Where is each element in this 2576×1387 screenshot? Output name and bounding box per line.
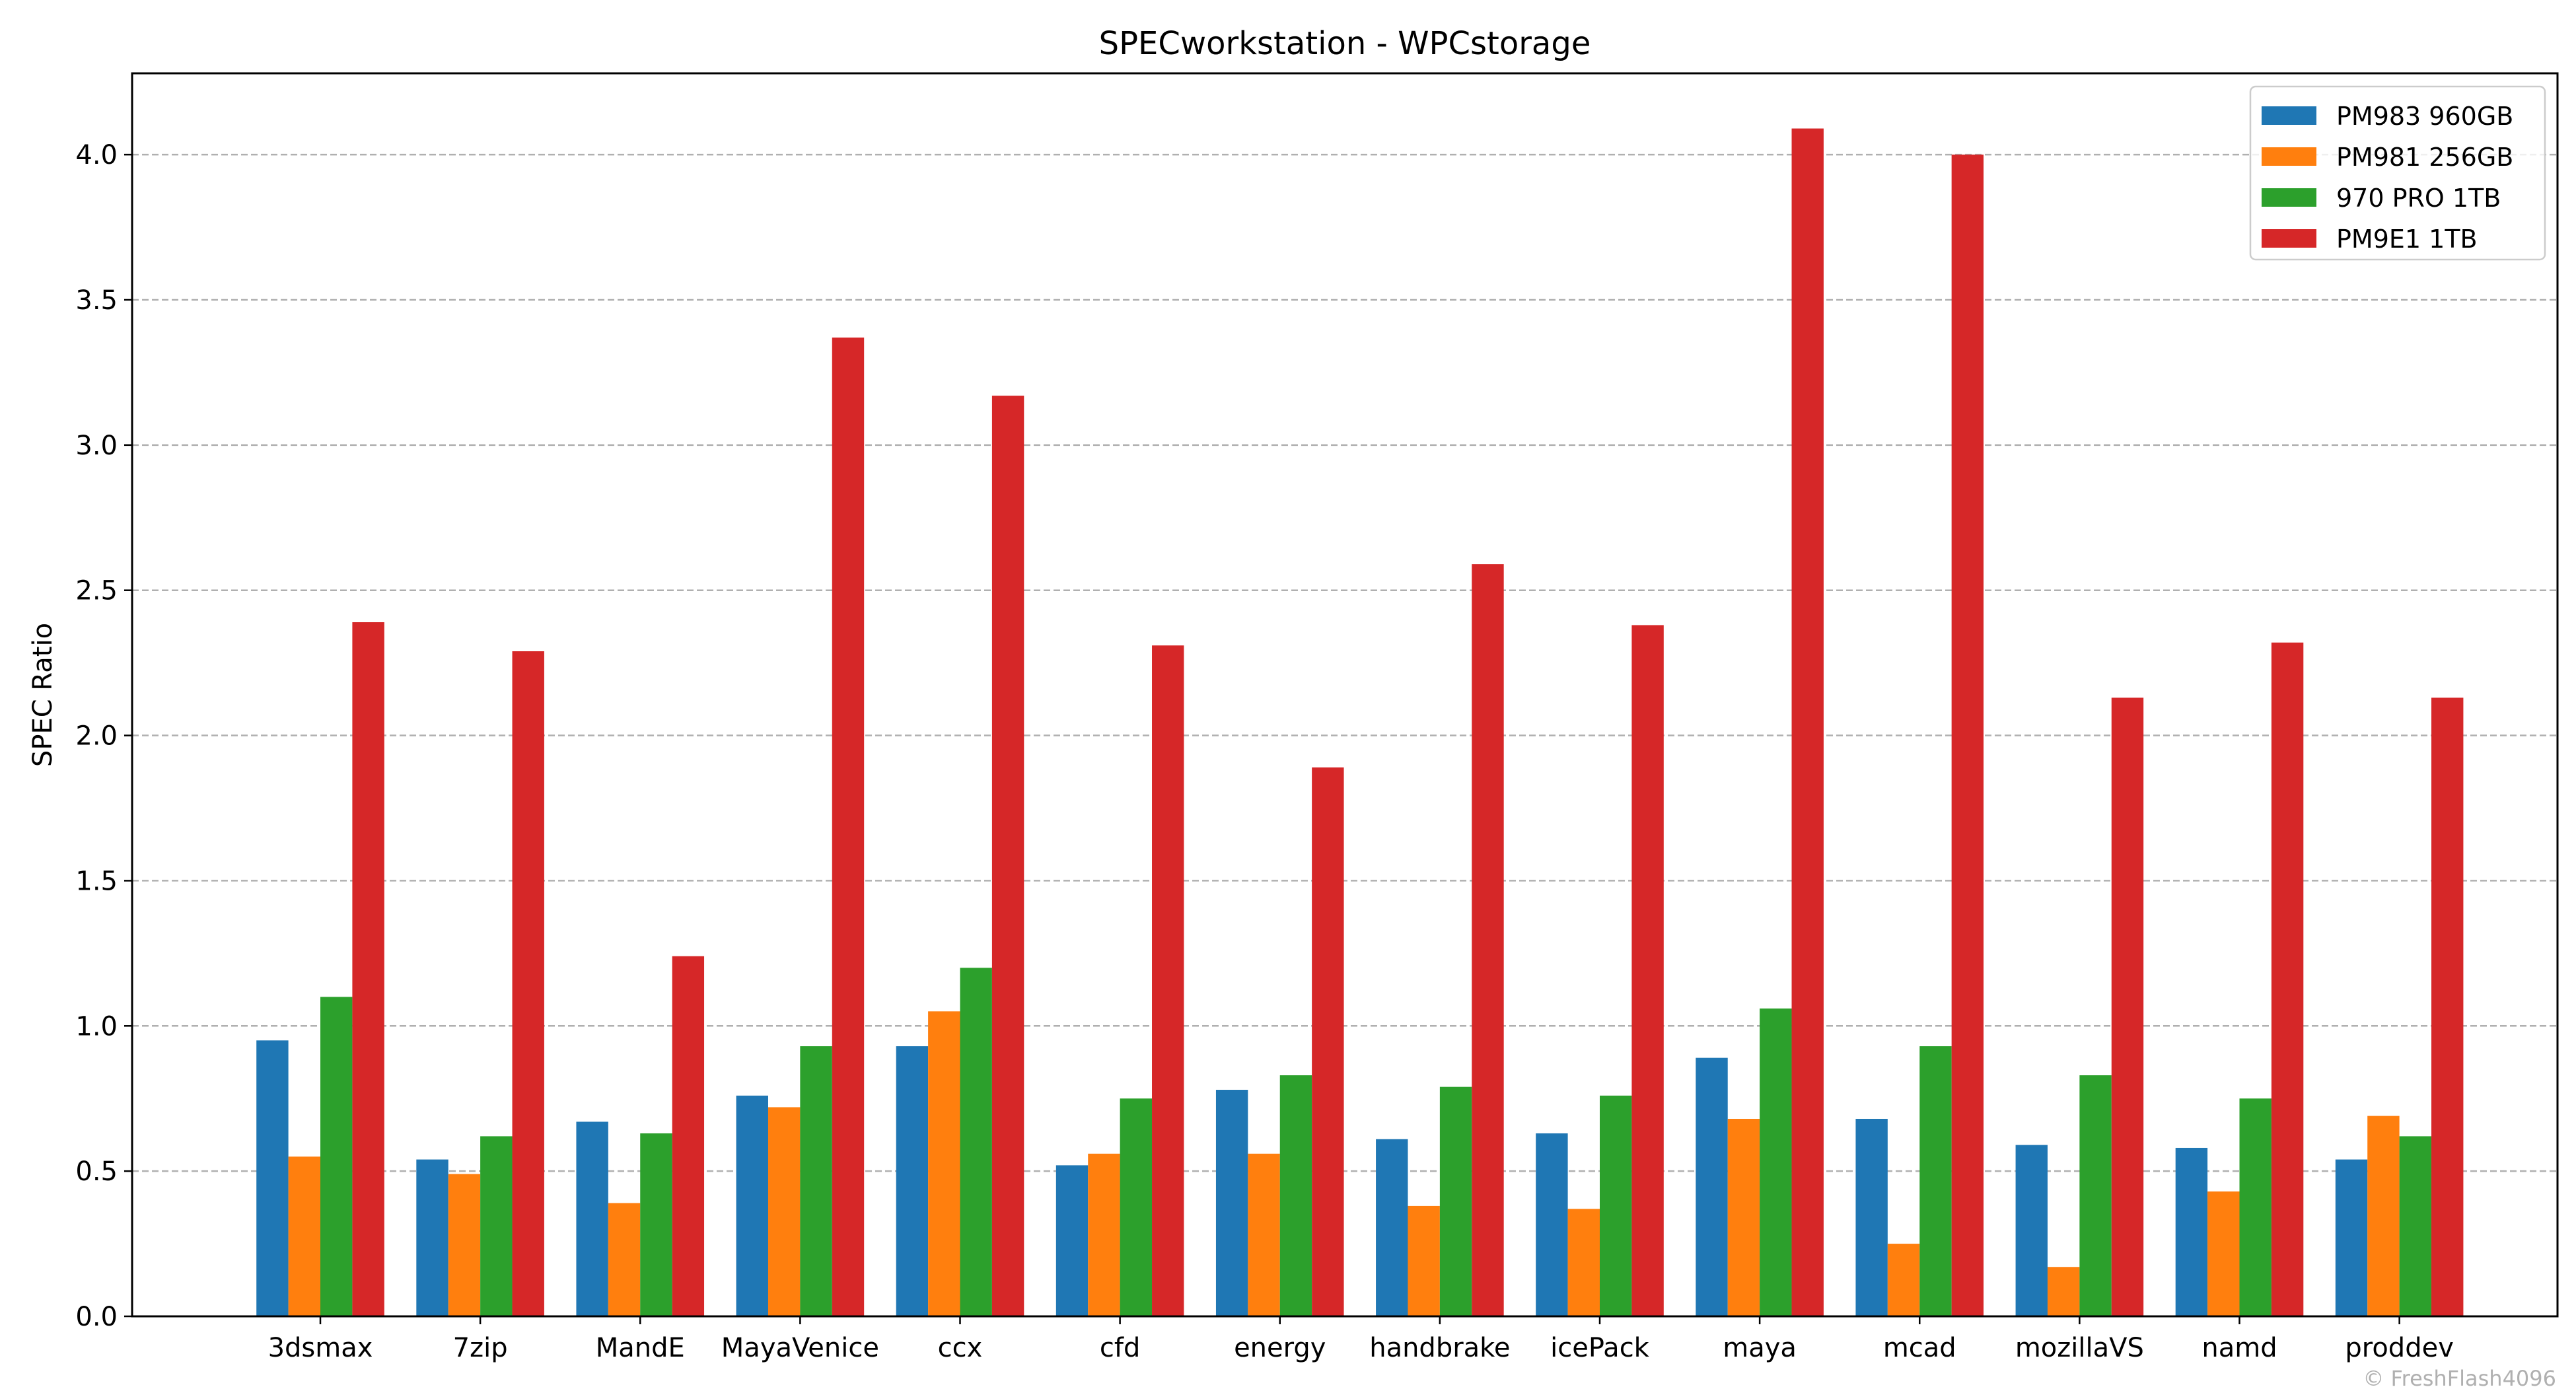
bar-energy-2 [1248, 1153, 1280, 1316]
bar-cfd-2 [1088, 1153, 1120, 1316]
bar-proddev-2 [2367, 1116, 2400, 1316]
bar-MayaVenice-3 [800, 1046, 832, 1316]
bar-3dsmax-1 [256, 1040, 289, 1316]
bar-3dsmax-2 [288, 1156, 320, 1316]
bar-icePack-4 [1631, 625, 1664, 1316]
x-tick-label: namd [2201, 1333, 2277, 1363]
x-tick-label: ccx [938, 1333, 983, 1363]
x-tick-label: energy [1234, 1333, 1326, 1363]
bar-mozillaVS-1 [2015, 1145, 2048, 1316]
x-tick-label: MayaVenice [721, 1333, 879, 1363]
bar-MayaVenice-2 [768, 1107, 801, 1316]
bar-proddev-3 [2399, 1136, 2432, 1316]
bars [256, 128, 2464, 1317]
bar-mozillaVS-4 [2111, 697, 2144, 1316]
y-tick-label: 1.0 [75, 1011, 118, 1042]
x-axis-ticks: 3dsmax 7zip MandE MayaVenice ccx cfd energy han… [268, 1316, 2454, 1363]
bar-energy-3 [1279, 1075, 1312, 1316]
bar-mozillaVS-3 [2079, 1075, 2112, 1316]
bar-icePack-1 [1536, 1133, 1568, 1316]
x-tick-label: 7zip [453, 1333, 508, 1363]
legend-swatch [2262, 229, 2316, 248]
y-tick-label: 0.5 [75, 1156, 118, 1187]
x-tick-label: MandE [596, 1333, 685, 1363]
plot-area-frame [131, 72, 2559, 1318]
bar-7zip-3 [480, 1136, 513, 1316]
x-tick-label: icePack [1550, 1333, 1650, 1363]
bar-handbrake-3 [1439, 1086, 1472, 1316]
y-axis-ticks: 0.0 0.5 1.0 1.5 2.0 2.5 3.0 3.5 4.0 [75, 140, 132, 1332]
bar-cfd-3 [1120, 1098, 1153, 1316]
bar-maya-4 [1791, 128, 1824, 1316]
x-tick-label: handbrake [1369, 1333, 1510, 1363]
bar-MayaVenice-1 [736, 1095, 768, 1316]
bar-MandE-2 [608, 1203, 641, 1316]
bar-MandE-1 [576, 1121, 608, 1316]
bar-mcad-3 [1919, 1046, 1952, 1316]
bar-energy-1 [1215, 1090, 1248, 1316]
legend-label: PM983 960GB [2336, 102, 2513, 131]
x-tick-label: 3dsmax [268, 1333, 373, 1363]
bar-handbrake-2 [1408, 1205, 1440, 1316]
bar-icePack-3 [1600, 1095, 1632, 1316]
legend-swatch [2262, 106, 2316, 125]
y-tick-label: 3.0 [75, 431, 118, 461]
bar-MandE-3 [640, 1133, 672, 1316]
bar-namd-4 [2271, 642, 2304, 1316]
bar-handbrake-4 [1472, 564, 1504, 1316]
bar-maya-3 [1760, 1008, 1792, 1316]
bar-namd-1 [2175, 1147, 2208, 1316]
x-tick-label: maya [1723, 1333, 1797, 1363]
bar-7zip-2 [448, 1174, 481, 1316]
y-tick-label: 3.5 [75, 285, 118, 316]
legend-label: PM9E1 1TB [2336, 225, 2478, 254]
y-tick-label: 0.0 [75, 1302, 118, 1332]
y-tick-label: 2.0 [75, 721, 118, 752]
bar-7zip-1 [416, 1159, 448, 1316]
bar-MandE-4 [672, 956, 705, 1316]
x-tick-label: cfd [1100, 1333, 1140, 1363]
bar-handbrake-1 [1376, 1139, 1408, 1316]
bar-cfd-4 [1152, 645, 1184, 1316]
x-tick-label: proddev [2345, 1333, 2454, 1363]
y-axis-label: SPEC Ratio [28, 623, 58, 767]
bar-ccx-1 [896, 1046, 929, 1316]
legend-label: 970 PRO 1TB [2336, 184, 2501, 213]
bar-mcad-4 [1951, 155, 1984, 1317]
bar-mcad-1 [1855, 1118, 1888, 1316]
bar-energy-4 [1312, 767, 1344, 1316]
x-tick-label: mcad [1883, 1333, 1956, 1363]
bar-cfd-1 [1055, 1165, 1089, 1316]
y-tick-label: 1.5 [75, 866, 118, 896]
bar-7zip-4 [512, 651, 544, 1316]
y-tick-label: 4.0 [75, 140, 118, 170]
x-tick-label: mozillaVS [2015, 1333, 2144, 1363]
y-tick-label: 2.5 [75, 576, 118, 606]
bar-proddev-1 [2335, 1159, 2368, 1316]
bar-MayaVenice-4 [832, 338, 865, 1316]
bar-namd-3 [2239, 1098, 2272, 1316]
bar-ccx-2 [928, 1011, 960, 1316]
bar-icePack-2 [1567, 1209, 1600, 1316]
bar-ccx-4 [991, 396, 1024, 1316]
bar-ccx-3 [960, 968, 992, 1316]
chart-title: SPECworkstation - WPCstorage [1099, 25, 1591, 62]
legend-swatch [2262, 147, 2316, 166]
bar-3dsmax-4 [352, 622, 384, 1316]
bar-maya-1 [1696, 1057, 1728, 1316]
bar-mcad-2 [1887, 1244, 1920, 1316]
bar-proddev-4 [2431, 697, 2464, 1316]
grid-lines [132, 153, 2558, 1172]
legend-swatch [2262, 188, 2316, 207]
bar-maya-2 [1727, 1118, 1760, 1316]
bar-3dsmax-3 [320, 997, 353, 1316]
legend: PM983 960GB PM981 256GB 970 PRO 1TB PM9E1 1… [2249, 85, 2546, 261]
credit-text: © FreshFlash4096 [2363, 1366, 2556, 1387]
legend-box [2249, 85, 2546, 261]
bar-mozillaVS-2 [2047, 1267, 2080, 1316]
legend-label: PM981 256GB [2336, 143, 2513, 172]
bar-namd-2 [2207, 1191, 2240, 1316]
